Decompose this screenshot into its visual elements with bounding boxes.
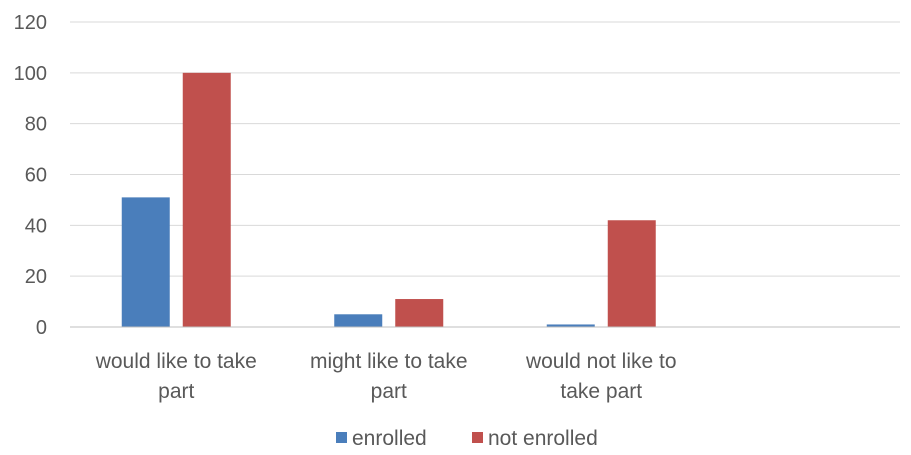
legend-swatch-not-enrolled [472,432,483,443]
bar-not-enrolled [395,299,444,327]
y-tick-label: 0 [36,317,47,339]
bar-enrolled [546,324,595,327]
bars [121,72,656,327]
y-tick-label: 60 [25,165,47,187]
y-tick-label: 20 [25,266,47,288]
bar-enrolled [121,197,170,327]
x-category-label-line: part [371,380,407,403]
x-category-label: would like to take part [95,350,257,403]
x-category-label-line: would not like to [525,350,677,373]
y-tick-label: 120 [14,12,47,34]
x-category-label-line: part [158,380,194,403]
y-tick-label: 100 [14,63,47,85]
bar-enrolled [334,314,383,327]
y-tick-label: 80 [25,114,47,136]
x-category-label: would not like to take part [525,350,677,403]
legend-label-not-enrolled: not enrolled [488,427,598,450]
bar-not-enrolled [182,72,231,327]
x-category-label-line: take part [560,380,642,403]
y-axis-tick-labels: 0 20 40 60 80 100 120 [14,12,47,339]
legend: enrolled not enrolled [336,427,598,450]
x-category-label-line: would like to take [95,350,257,373]
legend-label-enrolled: enrolled [352,427,427,450]
y-tick-label: 40 [25,215,47,237]
legend-swatch-enrolled [336,432,347,443]
x-category-label: might like to take part [310,350,468,403]
x-category-label-line: might like to take [310,350,468,373]
bar-not-enrolled [607,220,656,327]
